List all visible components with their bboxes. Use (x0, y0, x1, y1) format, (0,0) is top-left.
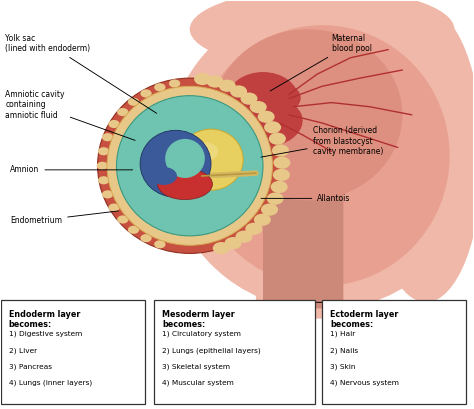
Ellipse shape (154, 240, 165, 248)
Text: 4) Nervous system: 4) Nervous system (330, 380, 399, 386)
Text: 1) Hair: 1) Hair (330, 331, 356, 337)
Text: Maternal
blood pool: Maternal blood pool (270, 34, 372, 91)
Ellipse shape (169, 79, 180, 88)
Text: Allantois: Allantois (261, 194, 351, 203)
Ellipse shape (194, 25, 450, 286)
Ellipse shape (240, 92, 257, 105)
Ellipse shape (273, 157, 291, 169)
Ellipse shape (107, 86, 273, 245)
Ellipse shape (190, 0, 455, 70)
Ellipse shape (261, 204, 278, 216)
FancyBboxPatch shape (0, 300, 145, 404)
Text: 2) Lungs (epithelial layers): 2) Lungs (epithelial layers) (162, 347, 261, 354)
Text: 3) Pancreas: 3) Pancreas (9, 364, 52, 370)
Ellipse shape (109, 120, 120, 128)
Ellipse shape (236, 231, 253, 243)
Ellipse shape (271, 181, 288, 193)
Ellipse shape (250, 101, 267, 113)
FancyBboxPatch shape (155, 300, 315, 404)
Ellipse shape (140, 234, 152, 242)
Ellipse shape (117, 108, 128, 116)
Text: Amnion: Amnion (10, 165, 133, 174)
Text: 3) Skeletal system: 3) Skeletal system (162, 364, 230, 370)
Ellipse shape (97, 162, 108, 170)
Ellipse shape (369, 9, 474, 302)
Ellipse shape (272, 144, 289, 157)
Ellipse shape (166, 1, 474, 310)
Text: Chorion (derived
from blastocyst
cavity membrane): Chorion (derived from blastocyst cavity … (261, 126, 383, 157)
Text: 3) Skin: 3) Skin (330, 364, 356, 370)
FancyBboxPatch shape (256, 139, 360, 319)
Text: 2) Nails: 2) Nails (330, 347, 358, 354)
Text: Ectoderm layer
becomes:: Ectoderm layer becomes: (330, 310, 399, 329)
Ellipse shape (242, 100, 303, 146)
Ellipse shape (213, 242, 230, 254)
Text: Amniotic cavity
containing
amniotic fluid: Amniotic cavity containing amniotic flui… (5, 90, 135, 140)
FancyBboxPatch shape (263, 149, 343, 308)
Text: Mesoderm layer
becomes:: Mesoderm layer becomes: (162, 310, 235, 329)
Ellipse shape (117, 96, 263, 236)
Ellipse shape (273, 169, 290, 181)
Ellipse shape (207, 75, 224, 88)
Ellipse shape (128, 98, 139, 106)
Ellipse shape (128, 226, 139, 234)
Ellipse shape (269, 133, 286, 145)
Ellipse shape (98, 176, 109, 184)
Text: 4) Lungs (inner layers): 4) Lungs (inner layers) (9, 380, 92, 386)
Ellipse shape (263, 84, 301, 113)
Text: Yolk sac
(lined with endoderm): Yolk sac (lined with endoderm) (5, 34, 157, 113)
FancyBboxPatch shape (322, 300, 466, 404)
Ellipse shape (267, 193, 284, 205)
Ellipse shape (157, 169, 212, 200)
Ellipse shape (194, 143, 218, 160)
Text: Endometrium: Endometrium (10, 211, 118, 225)
Text: Endoderm layer
becomes:: Endoderm layer becomes: (9, 310, 80, 329)
Ellipse shape (228, 72, 299, 125)
Ellipse shape (140, 89, 152, 97)
Ellipse shape (102, 190, 113, 198)
Ellipse shape (225, 237, 242, 249)
Ellipse shape (194, 73, 211, 85)
Ellipse shape (232, 99, 274, 131)
Ellipse shape (245, 223, 262, 235)
Ellipse shape (102, 133, 113, 141)
Text: 2) Liver: 2) Liver (9, 347, 37, 354)
Ellipse shape (258, 111, 274, 123)
Ellipse shape (264, 121, 281, 133)
Ellipse shape (179, 129, 243, 190)
Ellipse shape (98, 147, 109, 155)
Text: 1) Circulatory system: 1) Circulatory system (162, 331, 241, 337)
Ellipse shape (98, 78, 282, 254)
Ellipse shape (165, 139, 205, 178)
Ellipse shape (230, 85, 247, 98)
Ellipse shape (154, 83, 165, 91)
Ellipse shape (213, 29, 402, 200)
Text: 4) Muscular system: 4) Muscular system (162, 380, 234, 386)
Ellipse shape (109, 204, 120, 211)
Ellipse shape (219, 80, 236, 92)
Ellipse shape (254, 213, 271, 226)
Ellipse shape (151, 167, 177, 185)
Text: 1) Digestive system: 1) Digestive system (9, 331, 82, 337)
Ellipse shape (140, 130, 211, 197)
Ellipse shape (117, 216, 128, 224)
